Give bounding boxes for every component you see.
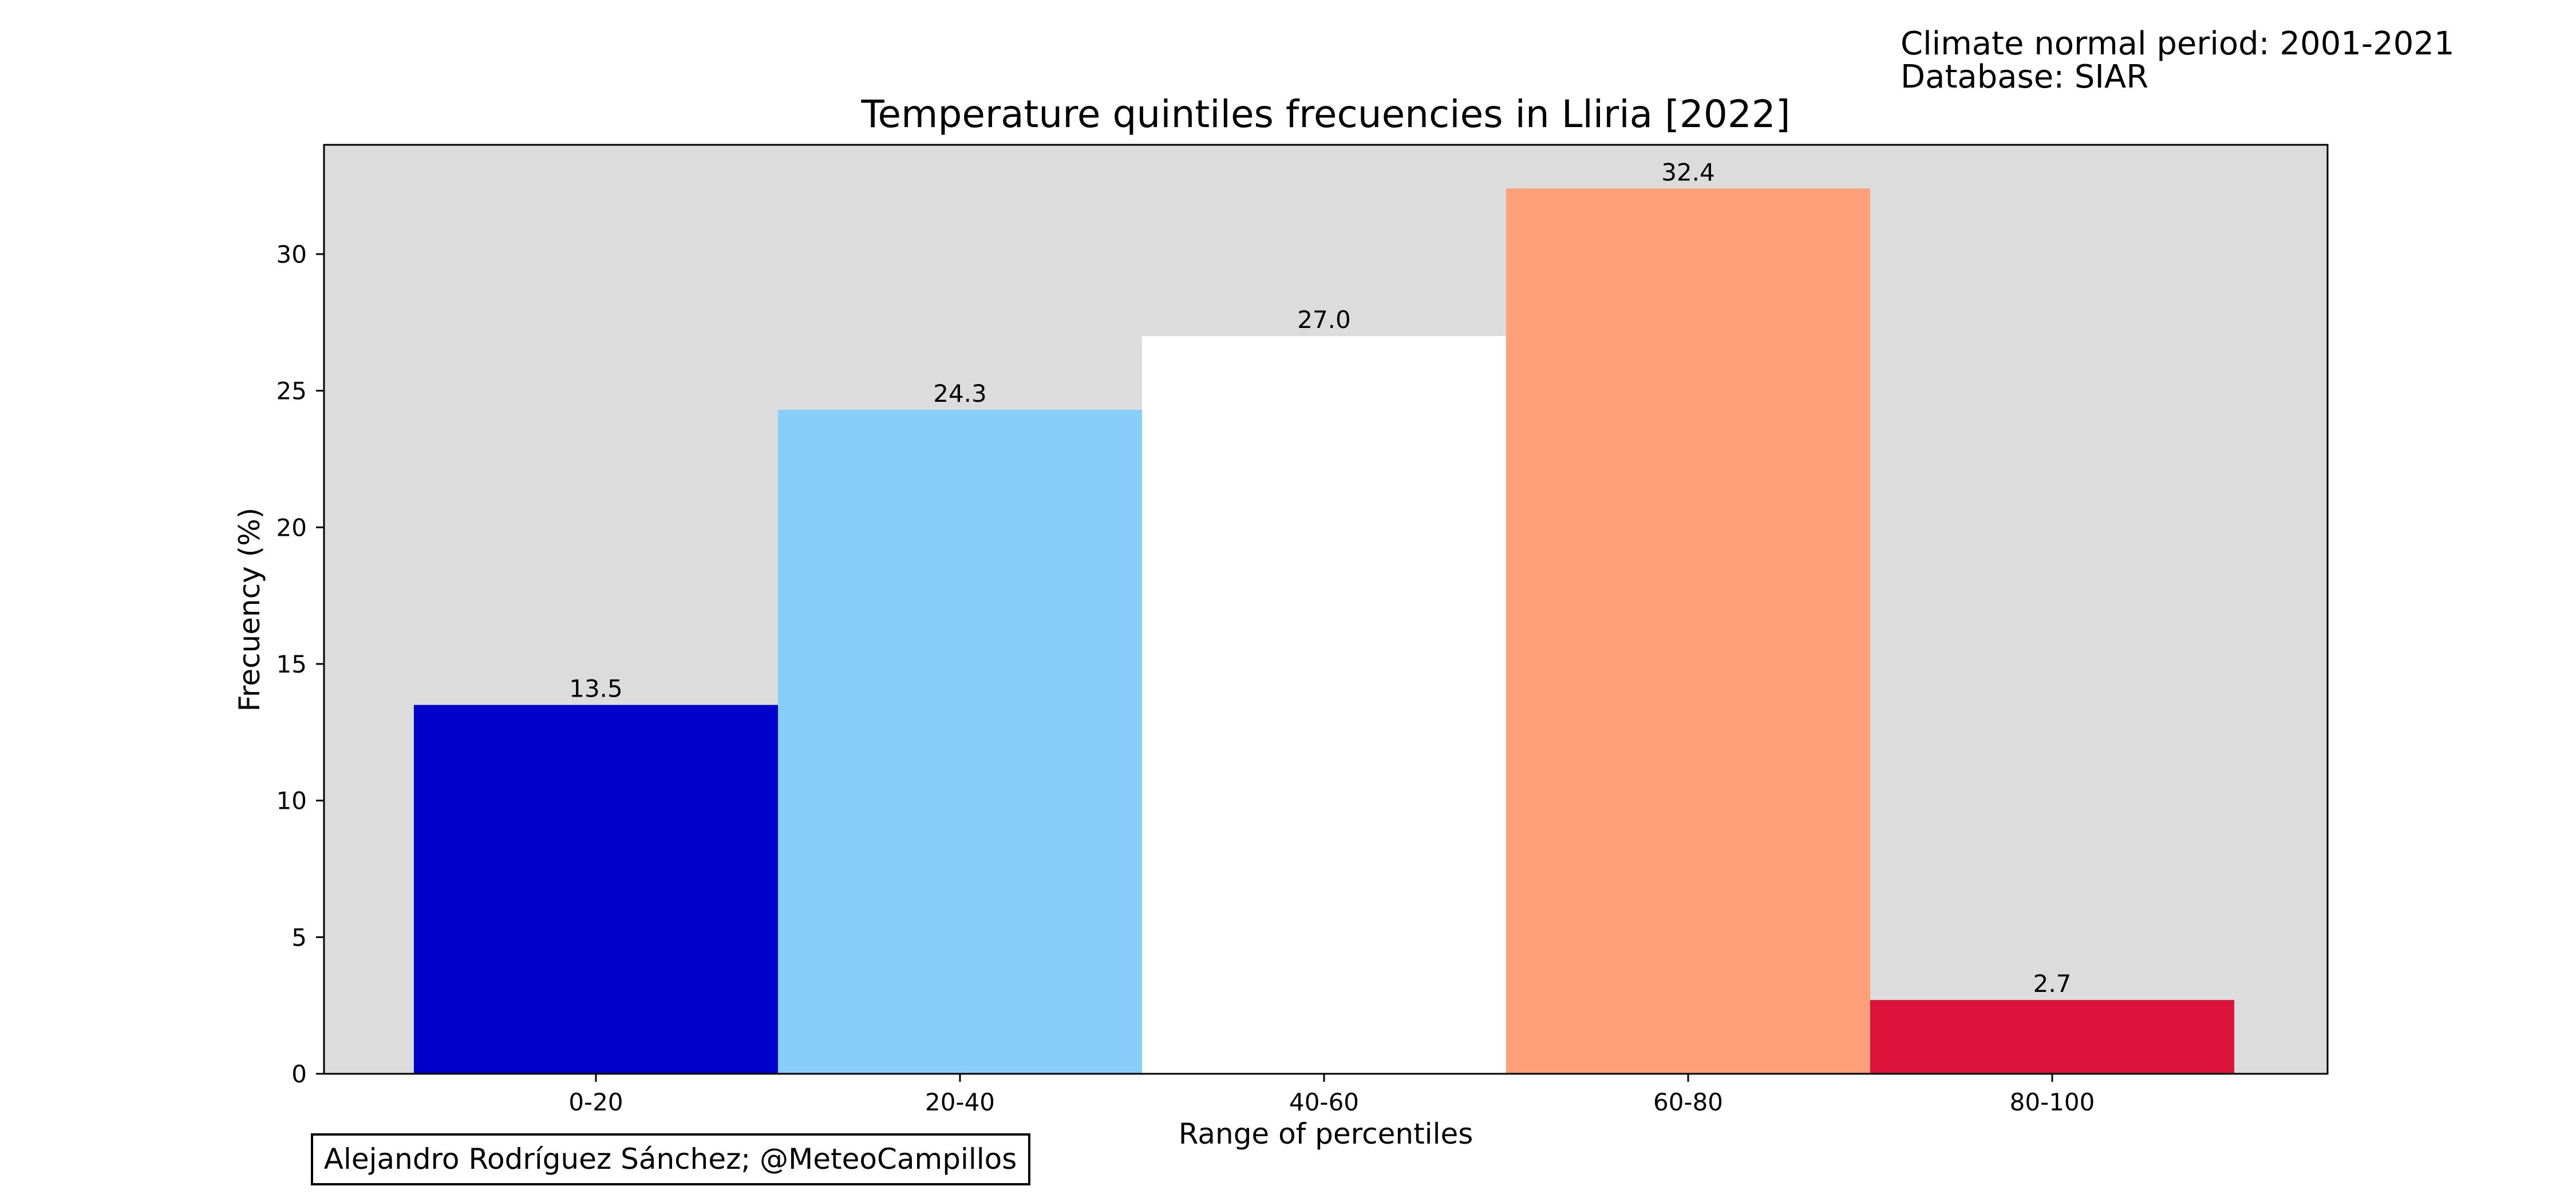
y-tick-label: 10 <box>276 787 307 815</box>
x-axis-label: Range of percentiles <box>1179 1117 1473 1150</box>
bar-value-label: 32.4 <box>1661 158 1715 186</box>
bars-group <box>414 188 2234 1074</box>
bar-value-label: 2.7 <box>2033 970 2072 998</box>
y-tick-label: 15 <box>276 650 307 678</box>
y-tick-label: 25 <box>276 377 307 405</box>
y-axis-label: Frecuency (%) <box>233 508 266 711</box>
bar-20-40 <box>778 410 1142 1074</box>
x-axis: 0-20 20-40 40-60 60-80 80-100 <box>568 1074 2095 1116</box>
bar-value-labels: 13.5 24.3 27.0 32.4 2.7 <box>569 158 2071 998</box>
bar-40-60 <box>1142 336 1506 1074</box>
y-tick-label: 0 <box>291 1060 307 1088</box>
info-line-database: Database: SIAR <box>1901 58 2148 96</box>
bar-0-20 <box>414 705 778 1074</box>
chart-title: Temperature quintiles frecuencies in Lli… <box>860 92 1790 136</box>
x-tick-label: 60-80 <box>1653 1088 1723 1116</box>
y-tick-label: 20 <box>276 513 307 541</box>
credit-box-frame <box>311 1133 1030 1185</box>
x-tick-label: 40-60 <box>1289 1088 1359 1116</box>
y-tick-label: 30 <box>276 240 307 268</box>
bar-value-label: 27.0 <box>1297 306 1351 334</box>
x-tick-label: 80-100 <box>2010 1088 2095 1116</box>
bar-80-100 <box>1870 1000 2234 1074</box>
x-tick-label: 0-20 <box>568 1088 623 1116</box>
credit-text: Alejandro Rodríguez Sánchez; @MeteoCampi… <box>324 1142 1017 1176</box>
y-axis: 0 5 10 15 20 25 30 <box>276 240 324 1088</box>
bar-60-80 <box>1506 188 1870 1074</box>
credit-box: Alejandro Rodríguez Sánchez; @MeteoCampi… <box>311 1133 1030 1185</box>
bar-value-label: 13.5 <box>569 675 623 703</box>
plot-frame <box>323 144 2329 1075</box>
y-tick-label: 5 <box>291 923 307 951</box>
info-line-period: Climate normal period: 2001-2021 <box>1901 25 2455 62</box>
bar-value-label: 24.3 <box>933 379 987 408</box>
x-tick-label: 20-40 <box>925 1088 995 1116</box>
